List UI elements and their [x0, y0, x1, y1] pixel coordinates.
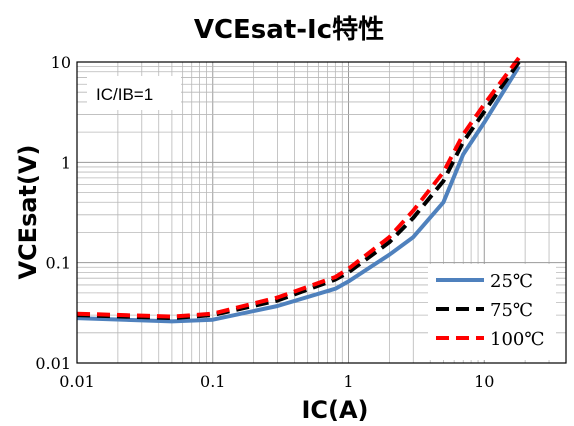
legend-label: 75℃: [490, 300, 533, 321]
y-axis-label: VCEsat(V): [14, 144, 42, 279]
x-tick-label: 0.1: [200, 372, 225, 391]
series-line: [76, 56, 521, 319]
x-tick-label: 10: [474, 372, 494, 391]
y-tick-label: 0.1: [46, 254, 71, 273]
legend-label: 25℃: [490, 271, 533, 292]
annotation-text: IC/IB=1: [96, 85, 153, 104]
plot-frame: [76, 61, 567, 364]
annotation-box: IC/IB=1: [87, 76, 181, 110]
x-axis-label: IC(A): [301, 396, 368, 424]
series-line: [76, 65, 521, 324]
x-tick-label: 1: [343, 372, 353, 391]
x-tick-label: 0.01: [59, 372, 95, 391]
annotation-background: [87, 76, 181, 110]
y-tick-labels: 0.01 0.1 1 10: [35, 53, 71, 373]
chart-title: VCEsat-Ic特性: [194, 14, 384, 45]
y-tick-label: 10: [51, 53, 71, 72]
y-tick-label: 0.01: [35, 354, 71, 373]
series-layer: [76, 56, 521, 324]
y-tick-label: 1: [61, 153, 71, 172]
x-tick-labels: 0.01 0.1 1 10: [59, 372, 494, 391]
plot-area: [76, 56, 567, 364]
legend-label: 100℃: [490, 329, 545, 350]
legend: 25℃ 75℃ 100℃: [428, 264, 556, 360]
